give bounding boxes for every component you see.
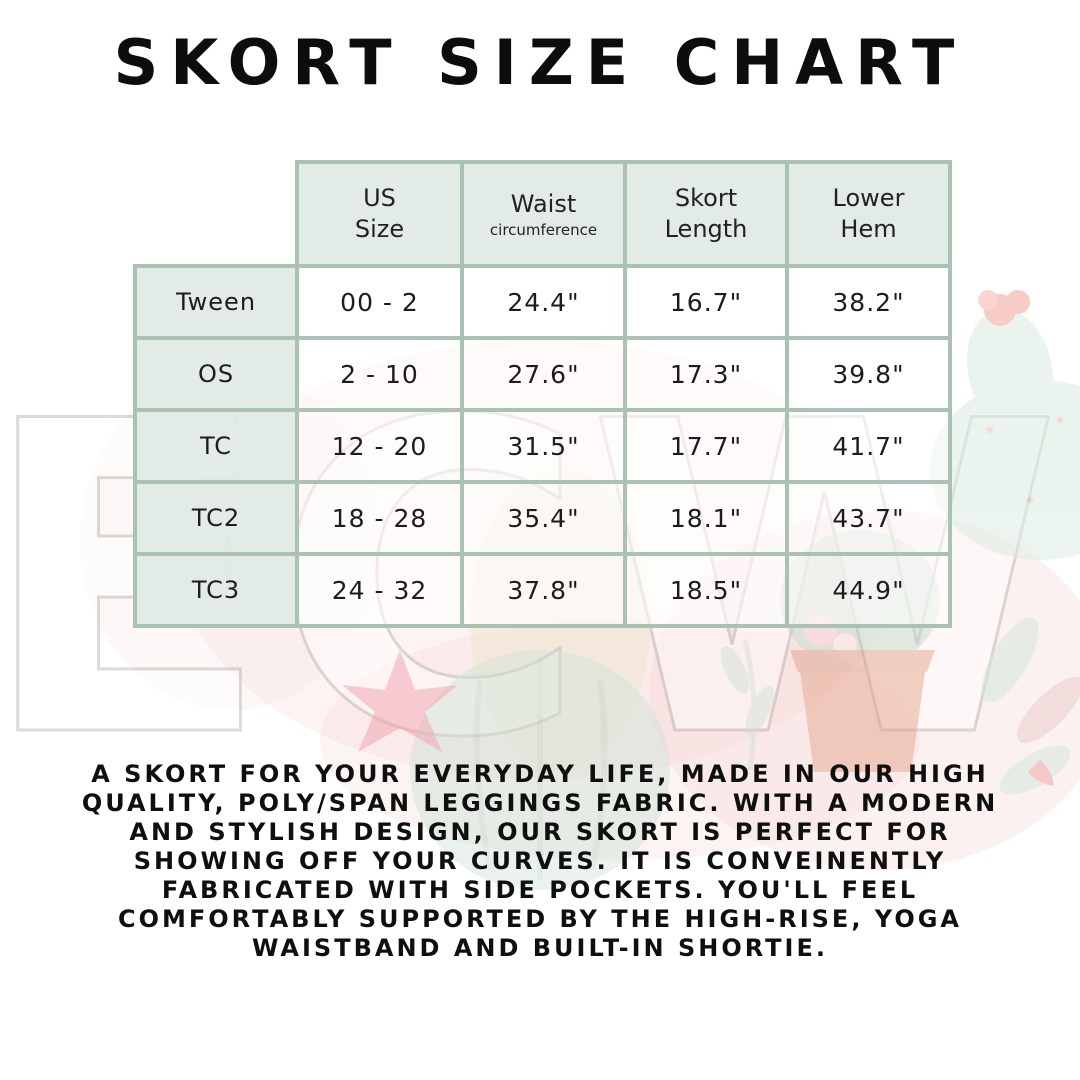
size-label-cell: TC2 bbox=[133, 480, 299, 556]
us-size-cell: 00 - 2 bbox=[295, 264, 464, 340]
waist-cell: 27.6" bbox=[460, 336, 627, 412]
header-line: Lower bbox=[832, 184, 905, 212]
lower-hem-cell: 44.9" bbox=[785, 552, 952, 628]
header-line: Skort bbox=[674, 184, 738, 212]
size-chart-table: US Size Waist circumference Skort Length… bbox=[133, 160, 952, 628]
column-header-lower-hem: Lower Hem bbox=[785, 160, 952, 268]
us-size-cell: 18 - 28 bbox=[295, 480, 464, 556]
table-row-tc: TC 12 - 20 31.5" 17.7" 41.7" bbox=[133, 408, 952, 484]
size-label-cell: Tween bbox=[133, 264, 299, 340]
table-row-tween: Tween 00 - 2 24.4" 16.7" 38.2" bbox=[133, 264, 952, 340]
header-line: US bbox=[363, 184, 396, 212]
header-line: Length bbox=[664, 215, 748, 243]
header-row: US Size Waist circumference Skort Length… bbox=[135, 160, 952, 268]
lower-hem-cell: 39.8" bbox=[785, 336, 952, 412]
table-row-tc2: TC2 18 - 28 35.4" 18.1" 43.7" bbox=[133, 480, 952, 556]
waist-cell: 35.4" bbox=[460, 480, 627, 556]
us-size-cell: 2 - 10 bbox=[295, 336, 464, 412]
skort-length-cell: 17.7" bbox=[623, 408, 789, 484]
header-subline: circumference bbox=[489, 220, 598, 239]
skort-length-cell: 18.5" bbox=[623, 552, 789, 628]
description-line: QUALITY, POLY/SPAN LEGGINGS FABRIC. WITH… bbox=[81, 789, 999, 817]
us-size-cell: 24 - 32 bbox=[295, 552, 464, 628]
skort-length-cell: 16.7" bbox=[623, 264, 789, 340]
lower-hem-cell: 43.7" bbox=[785, 480, 952, 556]
description-line: COMFORTABLY SUPPORTED BY THE HIGH-RISE, … bbox=[117, 905, 962, 933]
description-line: WAISTBAND AND BUILT-IN SHORTIE. bbox=[252, 934, 828, 962]
prickly-pear-cactus-icon bbox=[930, 290, 1080, 560]
size-label-cell: TC3 bbox=[133, 552, 299, 628]
size-label-cell: TC bbox=[133, 408, 299, 484]
lower-hem-cell: 38.2" bbox=[785, 264, 952, 340]
waist-cell: 24.4" bbox=[460, 264, 627, 340]
header-line: Size bbox=[354, 215, 405, 243]
waist-cell: 37.8" bbox=[460, 552, 627, 628]
description-text: A SKORT FOR YOUR EVERYDAY LIFE, MADE IN … bbox=[0, 760, 1080, 963]
waist-cell: 31.5" bbox=[460, 408, 627, 484]
table-corner-spacer bbox=[135, 162, 297, 266]
table-row-os: OS 2 - 10 27.6" 17.3" 39.8" bbox=[133, 336, 952, 412]
page-title: SKORT SIZE CHART bbox=[113, 26, 967, 99]
column-header-us-size: US Size bbox=[295, 160, 464, 268]
us-size-cell: 12 - 20 bbox=[295, 408, 464, 484]
skort-length-cell: 17.3" bbox=[623, 336, 789, 412]
column-header-waist: Waist circumference bbox=[460, 160, 627, 268]
pink-flower-icon bbox=[342, 650, 458, 752]
skort-length-cell: 18.1" bbox=[623, 480, 789, 556]
header-line: Waist bbox=[510, 189, 577, 218]
description-line: FABRICATED WITH SIDE POCKETS. YOU'LL FEE… bbox=[161, 876, 919, 904]
lower-hem-cell: 41.7" bbox=[785, 408, 952, 484]
header-line: Hem bbox=[840, 215, 897, 243]
description-line: AND STYLISH DESIGN, OUR SKORT IS PERFECT… bbox=[129, 818, 951, 846]
column-header-skort-length: Skort Length bbox=[623, 160, 789, 268]
description-line: A SKORT FOR YOUR EVERYDAY LIFE, MADE IN … bbox=[91, 760, 989, 788]
description-line: SHOWING OFF YOUR CURVES. IT IS CONVEINEN… bbox=[133, 847, 947, 875]
leaf-sprig-icon bbox=[720, 639, 775, 771]
table-row-tc3: TC3 24 - 32 37.8" 18.5" 44.9" bbox=[133, 552, 952, 628]
size-label-cell: OS bbox=[133, 336, 299, 412]
